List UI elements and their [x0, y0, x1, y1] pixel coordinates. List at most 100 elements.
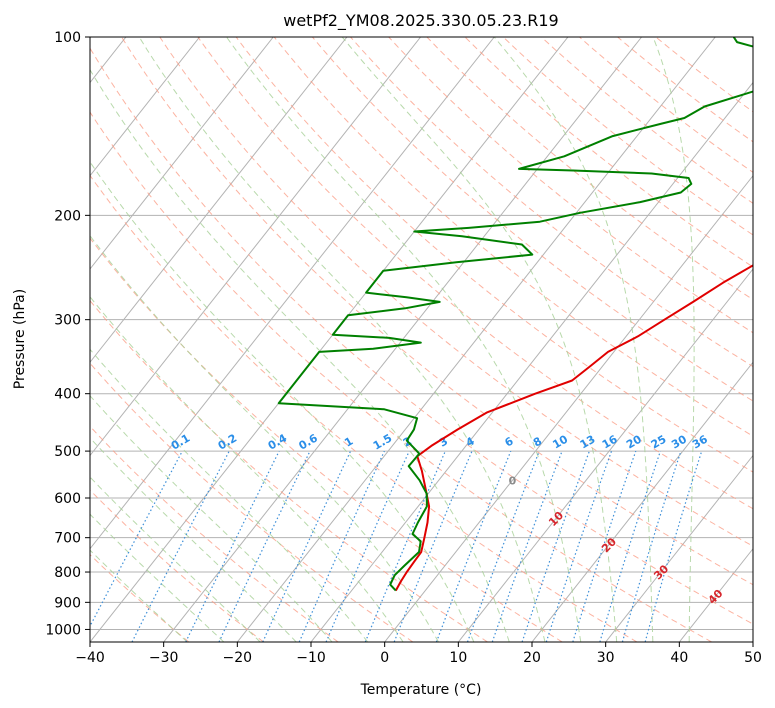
chart-title: wetPf2_YM08.2025.330.05.23.R19 — [283, 11, 558, 31]
dry-adiabat — [540, 37, 753, 204]
mixing-ratio-line — [466, 450, 540, 642]
moist-adiabat — [493, 37, 654, 642]
mixing-ratio-label: 16 — [600, 432, 620, 451]
y-tick-label: 200 — [54, 208, 81, 224]
mixing-ratio-label: 1.5 — [371, 432, 394, 453]
y-tick-label: 300 — [54, 313, 81, 329]
mixing-ratio-line — [325, 450, 410, 642]
dry-adiabat — [502, 37, 753, 236]
dry-adiabat — [90, 554, 190, 642]
isotherm-line — [752, 641, 753, 642]
isotherm-line — [457, 268, 753, 642]
mixing-ratio-label: 13 — [578, 433, 598, 452]
isotherm-line — [90, 37, 422, 457]
dry-adiabat — [464, 37, 753, 268]
mixing-ratio-label: 20 — [624, 432, 644, 451]
mixing-ratio-line — [393, 450, 473, 642]
mixing-ratio-line — [435, 450, 512, 642]
dry-adiabat — [90, 489, 264, 642]
dewpoint-line — [277, 37, 753, 592]
dry-adiabat — [90, 362, 414, 642]
dry-adiabat — [197, 37, 753, 510]
x-axis: −40 −30 −20 −10 0 10 20 30 40 50 — [75, 642, 762, 666]
moist-adiabat — [138, 37, 546, 642]
moist-adiabat — [341, 37, 618, 642]
isotherm-line — [236, 37, 716, 642]
plot-frame — [89, 36, 754, 643]
mixing-ratio-line — [185, 450, 280, 642]
dry-adiabat — [159, 37, 753, 547]
dry-adiabat — [235, 37, 753, 473]
moist-adiabat-label: 10 — [546, 509, 566, 529]
mixing-ratio-label: 25 — [649, 433, 669, 452]
mixing-ratio-label: 0.6 — [297, 431, 321, 452]
mixing-ratio-label: 6 — [502, 434, 515, 449]
moist-adiabat — [90, 437, 297, 642]
isotherm-line — [90, 37, 274, 270]
y-tick-label: 600 — [54, 491, 81, 507]
y-tick-label: 900 — [54, 595, 81, 611]
mixing-ratio-line — [131, 450, 230, 642]
mixing-ratio-line — [599, 450, 661, 642]
moist-adiabat — [90, 68, 510, 642]
y-tick-label: 1000 — [45, 622, 81, 638]
mixing-ratio-label: 0.2 — [216, 432, 239, 453]
y-axis-label: Pressure (hPa) — [12, 289, 28, 389]
mixing-ratio-label: 0.4 — [266, 431, 290, 452]
x-tick-label: 40 — [670, 650, 688, 666]
mixing-ratio-line — [298, 450, 385, 642]
y-tick-label: 800 — [54, 565, 81, 581]
dry-adiabat — [90, 111, 712, 642]
x-tick-label: −30 — [149, 650, 179, 666]
temperature-line — [394, 264, 753, 592]
moist-adiabat — [90, 549, 188, 642]
moist-adiabat — [90, 161, 475, 642]
moist-adiabat — [226, 37, 582, 642]
isotherm-line — [310, 81, 753, 642]
moist-adiabat — [90, 394, 333, 642]
moist-adiabat — [90, 234, 439, 642]
mixing-ratio-line — [572, 450, 637, 642]
x-tick-label: 0 — [380, 650, 389, 666]
moist-adiabat — [90, 348, 369, 642]
y-tick-label: 500 — [54, 444, 81, 460]
mixing-ratio-line — [644, 450, 703, 642]
mixing-ratio-line — [545, 450, 613, 642]
background-guides — [90, 37, 753, 642]
isotherm-line — [384, 174, 753, 642]
guide-labels: 0.1 0.2 0.4 0.6 1 1.5 2 3 4 6 8 10 13 16 20 25 30 3610203… — [169, 431, 726, 607]
x-tick-label: 10 — [449, 650, 467, 666]
dry-adiabat — [273, 37, 753, 437]
moist-adiabat-label: 30 — [651, 562, 671, 582]
isotherm-line — [90, 37, 495, 550]
dry-adiabat — [121, 37, 753, 586]
moist-adiabat — [652, 37, 695, 642]
mixing-ratio-line — [262, 450, 352, 642]
moist-adiabat — [90, 513, 225, 642]
x-tick-label: 50 — [744, 650, 762, 666]
mixing-ratio-label: 30 — [669, 432, 689, 451]
moist-adiabat — [90, 476, 261, 642]
y-tick-label: 400 — [54, 387, 81, 403]
mixing-ratio-label: 10 — [550, 432, 570, 451]
x-tick-label: 30 — [597, 650, 615, 666]
x-tick-label: 20 — [523, 650, 541, 666]
x-tick-label: −10 — [296, 650, 326, 666]
mixing-ratio-line — [521, 450, 590, 642]
mixing-ratio-line — [491, 450, 563, 642]
x-tick-label: −20 — [223, 650, 253, 666]
isotherm-label: 0 — [509, 474, 517, 487]
isotherm-line — [531, 361, 753, 642]
dry-adiabat — [312, 37, 753, 402]
isotherm-line — [605, 454, 753, 642]
isotherm-line — [90, 37, 569, 642]
mixing-ratio-label: 4 — [464, 434, 477, 449]
moist-adiabat-label: 40 — [706, 587, 726, 607]
dry-adiabat — [90, 47, 753, 625]
y-axis: 100 200 300 400 500 600 700 800 900 1000 — [45, 30, 90, 638]
mixing-ratio-line — [621, 450, 682, 642]
y-tick-label: 700 — [54, 531, 81, 547]
mixing-ratio-label: 0.1 — [169, 432, 192, 453]
x-tick-label: −40 — [75, 650, 105, 666]
